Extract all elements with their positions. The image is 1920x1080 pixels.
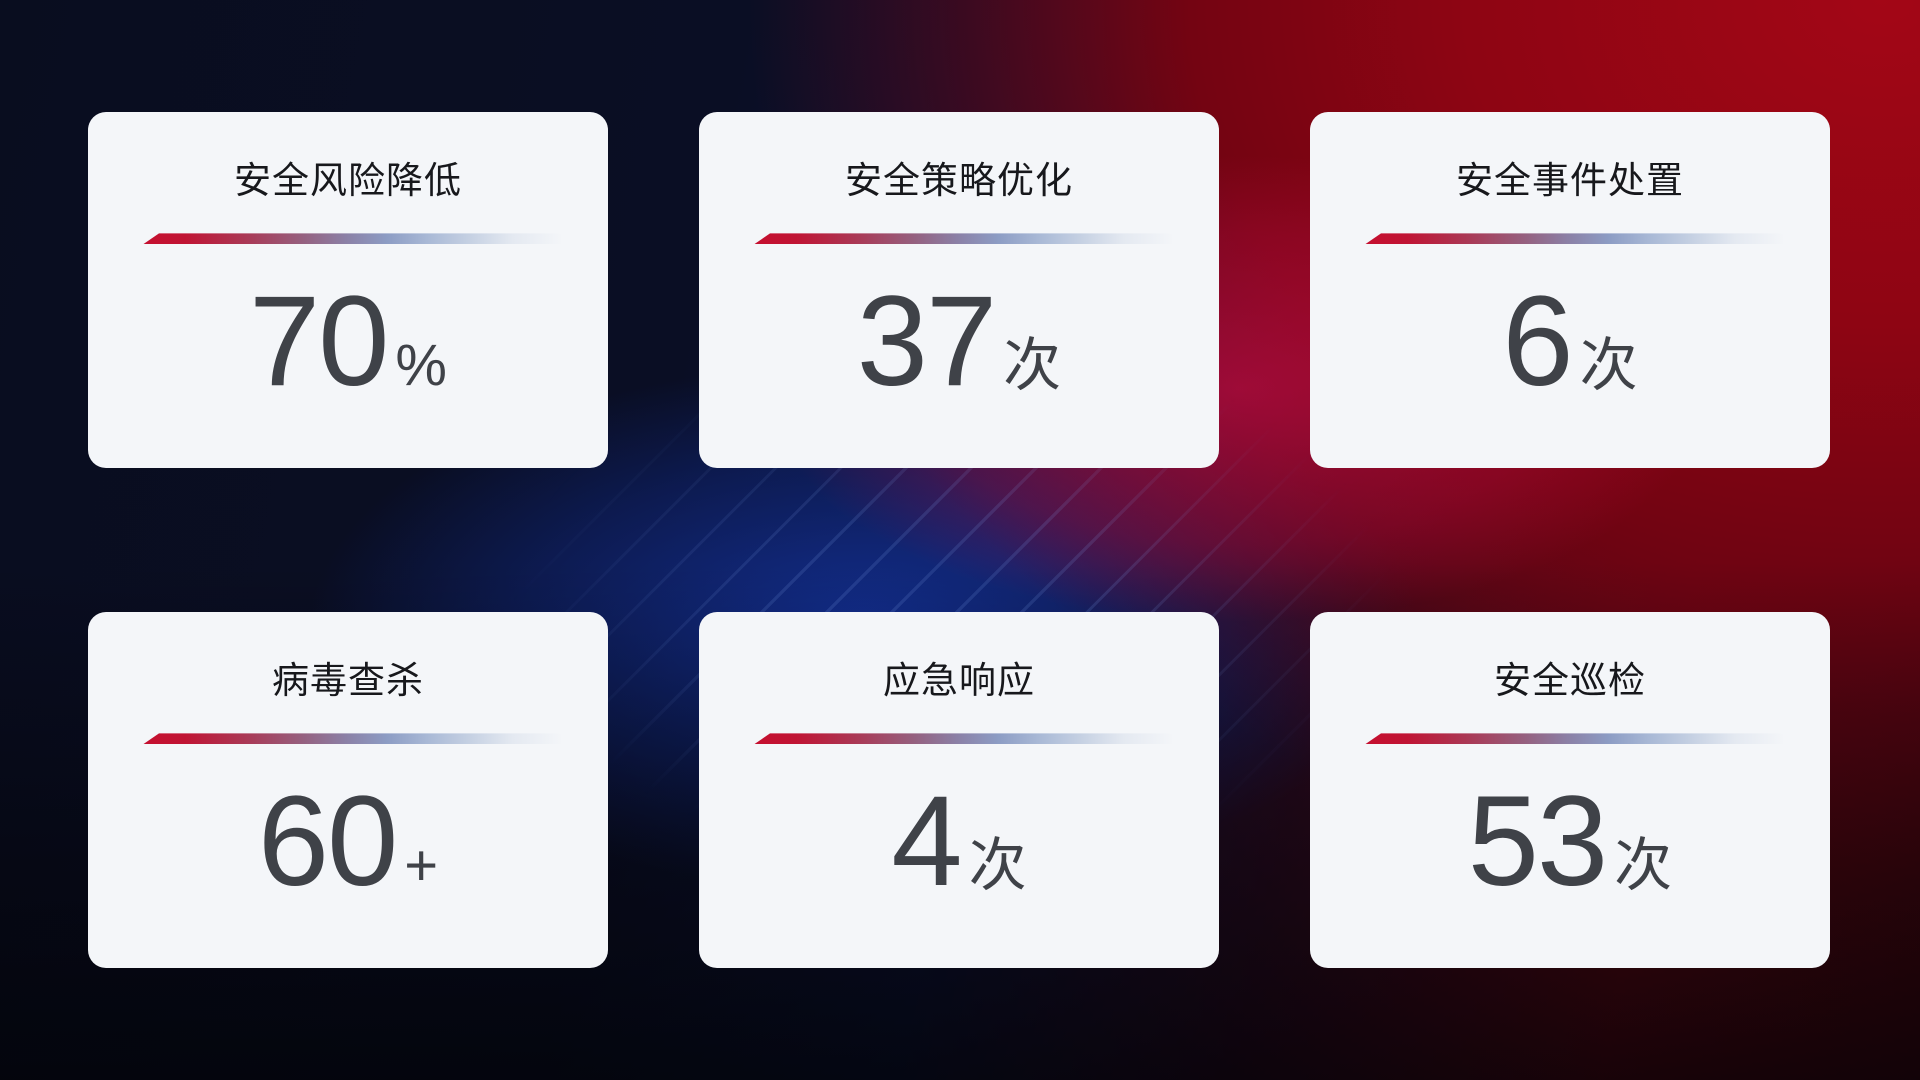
card-title: 应急响应	[883, 660, 1035, 701]
value-unit: 次	[1003, 333, 1062, 399]
value-number: 60	[257, 770, 398, 914]
card-title: 安全事件处置	[1456, 160, 1684, 201]
value-number: 4	[891, 770, 962, 914]
value-unit: 次	[968, 833, 1027, 899]
value-number: 6	[1502, 270, 1573, 414]
card-title: 安全风险降低	[234, 160, 462, 201]
card-value: 53 次	[1310, 768, 1830, 915]
card-title: 安全巡检	[1494, 660, 1646, 701]
card-value: 37 次	[699, 268, 1219, 415]
stat-card-incident-handling: 安全事件处置 6 次	[1310, 112, 1830, 468]
divider-gradient-line	[1365, 733, 1785, 745]
divider-gradient-line	[1365, 233, 1785, 245]
card-title: 病毒查杀	[272, 660, 424, 701]
stat-card-policy-optimization: 安全策略优化 37 次	[699, 112, 1219, 468]
value-unit: +	[404, 833, 439, 899]
stat-card-security-inspection: 安全巡检 53 次	[1310, 612, 1830, 968]
card-value: 4 次	[699, 768, 1219, 915]
value-unit: %	[395, 333, 447, 399]
stat-card-risk-reduction: 安全风险降低 70 %	[88, 112, 608, 468]
divider-gradient-line	[754, 233, 1174, 245]
divider-gradient-line	[754, 733, 1174, 745]
card-value: 60 +	[88, 768, 608, 915]
value-unit: 次	[1614, 833, 1673, 899]
value-number: 37	[856, 270, 997, 414]
divider-gradient-line	[143, 733, 563, 745]
card-value: 70 %	[88, 268, 608, 415]
divider-gradient-line	[143, 233, 563, 245]
stat-card-virus-scan: 病毒查杀 60 +	[88, 612, 608, 968]
card-value: 6 次	[1310, 268, 1830, 415]
value-unit: 次	[1579, 333, 1638, 399]
value-number: 53	[1467, 770, 1608, 914]
stat-card-emergency-response: 应急响应 4 次	[699, 612, 1219, 968]
card-title: 安全策略优化	[845, 160, 1073, 201]
value-number: 70	[249, 270, 389, 414]
